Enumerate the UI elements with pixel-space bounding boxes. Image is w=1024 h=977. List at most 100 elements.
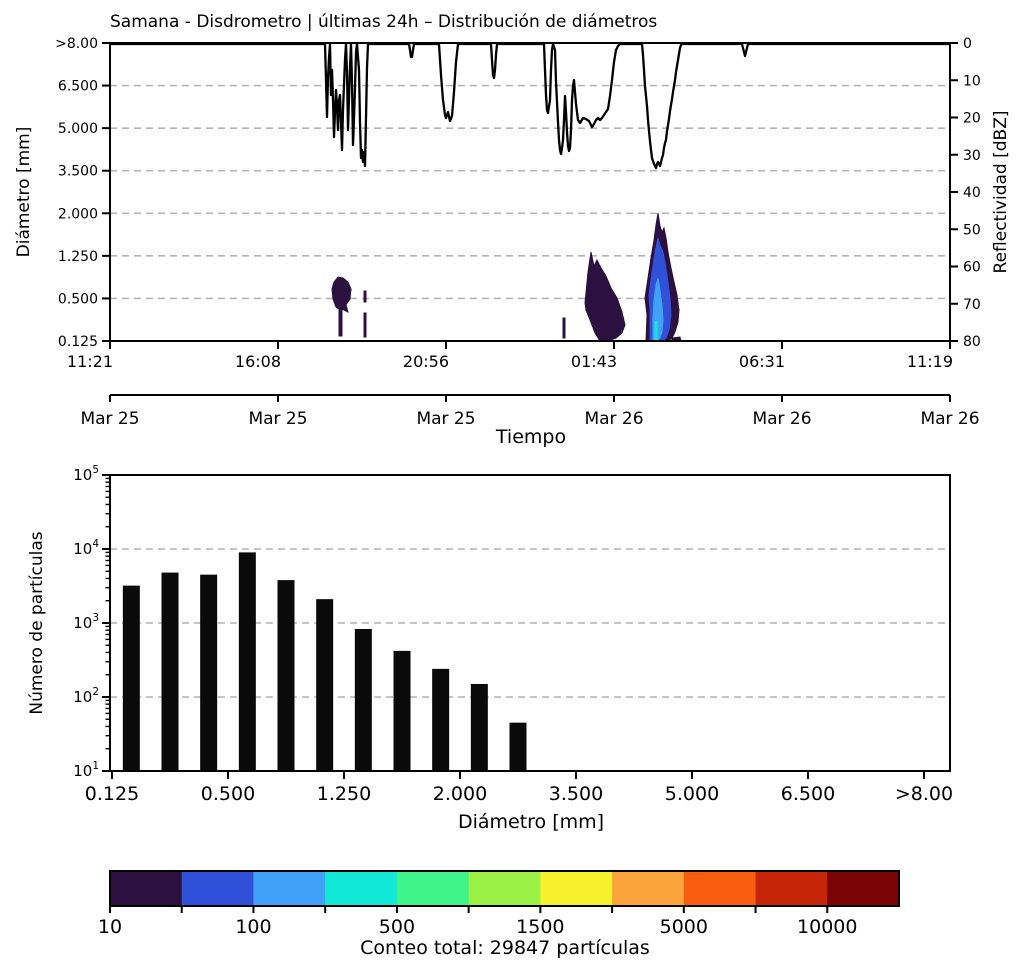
date-axis: Mar 25 Mar 25 Mar 25 Mar 26 Mar 26 Mar 26	[80, 394, 980, 429]
bar-x-axis: 0.125 0.500 1.250 2.000 3.500 5.000 6.500 >8.00	[85, 771, 953, 805]
time-tick-label: 11:19	[907, 352, 953, 371]
top-x-axis-label: Tiempo	[495, 426, 567, 448]
top-chart-spines	[109, 42, 951, 342]
bar	[354, 628, 372, 771]
dbz-tick-label: 40	[963, 185, 981, 201]
bar-x-tick-label: 5.000	[665, 783, 719, 805]
bar-chart-grid	[110, 548, 950, 698]
colorbar-segment	[110, 871, 183, 906]
dbz-tick-label: 70	[963, 297, 981, 313]
colorbar-title: Conteo total: 29847 partículas	[360, 937, 650, 959]
dbz-tick-label: 20	[963, 111, 981, 127]
diameter-tick-label: 1.250	[58, 249, 98, 265]
colorbar-segment	[253, 871, 326, 906]
date-tick-label: Mar 26	[752, 409, 811, 429]
colorbar-tick-label: 5000	[660, 916, 708, 938]
bar-x-tick-label: 6.500	[781, 783, 835, 805]
date-tick-label: Mar 26	[920, 409, 979, 429]
date-tick-label: Mar 25	[416, 409, 475, 429]
bar	[277, 580, 295, 771]
chart-title: Samana - Disdrometro | últimas 24h – Dis…	[110, 12, 658, 32]
bar-x-tick-label: 0.125	[85, 783, 139, 805]
colorbar-segment	[468, 871, 541, 906]
bar-x-axis-label: Diámetro [mm]	[457, 811, 605, 833]
diameter-axis: >8.00 6.500 5.000 3.500 2.000 1.250 0.500 0.125	[55, 36, 110, 350]
diameter-tick-label: 5.000	[58, 121, 98, 137]
top-chart: >8.00 6.500 5.000 3.500 2.000 1.250 0.500 0.125…	[55, 36, 981, 429]
diameter-tick-label: 3.500	[58, 164, 98, 180]
top-y-axis-label-left: Diámetro [mm]	[14, 126, 34, 258]
time-tick-label: 20:56	[403, 352, 449, 371]
bar	[316, 599, 334, 771]
dbz-tick-label: 60	[963, 260, 981, 276]
bar-y-axis: 101 102 103 104 105	[73, 464, 110, 780]
bar-chart: 101 102 103 104 105 0.125 0.500 1.250 2.000 3.500…	[73, 464, 953, 805]
diameter-tick-label: >8.00	[55, 36, 98, 52]
bar	[200, 574, 218, 771]
bar-x-tick-label: 3.500	[549, 783, 603, 805]
bar-x-tick-label: >8.00	[895, 783, 953, 805]
bar-x-tick-label: 2.000	[433, 783, 487, 805]
bar-x-tick-label: 0.500	[201, 783, 255, 805]
diameter-tick-label: 2.000	[58, 206, 98, 222]
bar	[432, 668, 450, 771]
bar	[509, 722, 527, 771]
top-y-axis-label-right: Reflectividad [dBZ]	[991, 110, 1011, 274]
bar-y-tick-label: 103	[73, 612, 99, 632]
dbz-tick-label: 0	[963, 36, 972, 52]
dbz-tick-label: 50	[963, 222, 981, 238]
bar-y-axis-label: Número de partículas	[27, 531, 47, 715]
time-tick-label: 01:43	[571, 352, 617, 371]
colorbar-tick-label: 10000	[797, 916, 857, 938]
colorbar-tick-label: 10	[98, 916, 122, 938]
colorbar-segment	[181, 871, 254, 906]
colorbar-border	[109, 870, 900, 907]
colorbar-segment	[827, 871, 900, 906]
contour-blob	[562, 317, 566, 339]
contour-blob	[331, 276, 352, 337]
bar	[161, 572, 179, 771]
bar-y-tick-label: 105	[73, 464, 99, 484]
dbz-tick-label: 30	[963, 148, 981, 164]
colorbar-tick-label: 100	[235, 916, 271, 938]
time-tick-label: 06:31	[739, 352, 785, 371]
date-tick-label: Mar 25	[80, 409, 139, 429]
contour-blob	[363, 290, 367, 303]
time-axis: 11:21 16:08 20:56 01:43 06:31 11:19	[67, 341, 953, 371]
date-tick-label: Mar 25	[248, 409, 307, 429]
bar	[122, 585, 140, 771]
colorbar-tick-label: 500	[379, 916, 415, 938]
diameter-tick-label: 0.500	[58, 291, 98, 307]
reflectivity-line	[110, 42, 950, 170]
contour-blob	[584, 251, 626, 342]
colorbar-segment	[755, 871, 828, 906]
time-tick-label: 16:08	[235, 352, 281, 371]
colorbar-segment	[612, 871, 685, 906]
colorbar-segment	[540, 871, 613, 906]
bar-x-tick-label: 1.250	[317, 783, 371, 805]
dbz-tick-label: 80	[963, 334, 981, 350]
contour-blob	[654, 321, 658, 341]
bars	[122, 552, 527, 771]
bar	[470, 683, 488, 771]
colorbar-segment	[396, 871, 470, 906]
colorbar: 10 100 500 1500 5000 10000	[98, 870, 900, 938]
diameter-tick-label: 0.125	[58, 334, 98, 350]
time-tick-label: 11:21	[67, 352, 113, 371]
dbz-tick-label: 10	[963, 73, 981, 89]
contour-blob	[363, 312, 367, 338]
particle-contours	[331, 212, 682, 342]
top-chart-grid	[110, 84, 950, 300]
bar-y-tick-label: 101	[73, 760, 99, 780]
bar	[393, 650, 411, 771]
diameter-tick-label: 6.500	[58, 79, 98, 95]
bar	[238, 552, 256, 771]
dbz-axis: 0 10 20 30 40 50 60 70 80	[950, 36, 981, 350]
date-tick-label: Mar 26	[584, 409, 643, 429]
colorbar-tick-label: 1500	[516, 916, 564, 938]
colorbar-segment	[683, 871, 757, 906]
bar-y-tick-label: 102	[73, 686, 99, 706]
bar-y-tick-label: 104	[73, 538, 99, 558]
